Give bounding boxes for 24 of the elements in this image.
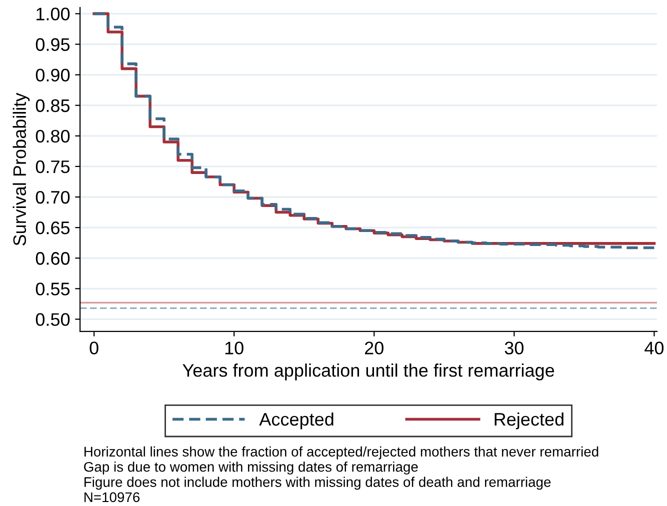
legend-label: Accepted xyxy=(259,412,334,430)
x-axis-title: Years from application until the first remarriage xyxy=(182,364,554,380)
y-tick-label: 0.60 xyxy=(36,252,70,265)
x-tick-label: 30 xyxy=(504,342,524,354)
x-tick-label: 20 xyxy=(364,342,384,354)
y-tick-label: 0.50 xyxy=(36,313,70,326)
y-tick-label: 0.80 xyxy=(36,130,70,143)
x-tick-label: 0 xyxy=(90,342,98,354)
legend-label: Rejected xyxy=(494,412,564,430)
x-tick-label: 40 xyxy=(644,342,664,354)
y-tick-label: 1.00 xyxy=(36,8,70,20)
y-tick-label: 0.95 xyxy=(36,38,70,51)
text: Figure does not include mothers with missing dates of death and remarriage xyxy=(84,476,551,490)
y-tick-label: 0.85 xyxy=(36,99,70,112)
y-tick-label: 0.75 xyxy=(36,160,70,174)
y-tick-label: 0.65 xyxy=(36,221,70,234)
y-tick-label: 0.90 xyxy=(36,68,70,82)
y-tick-label: 0.70 xyxy=(36,190,70,204)
y-axis-title: Survival Probability xyxy=(12,92,30,246)
text: Gap is due to women with missing dates of remarriage xyxy=(84,462,418,475)
text: N=10976 xyxy=(84,492,140,502)
y-tick-label: 0.55 xyxy=(36,282,70,296)
x-tick-label: 10 xyxy=(225,342,244,354)
text: Horizontal lines show the fraction of accepted/rejected mothers that never remarried xyxy=(84,446,598,460)
